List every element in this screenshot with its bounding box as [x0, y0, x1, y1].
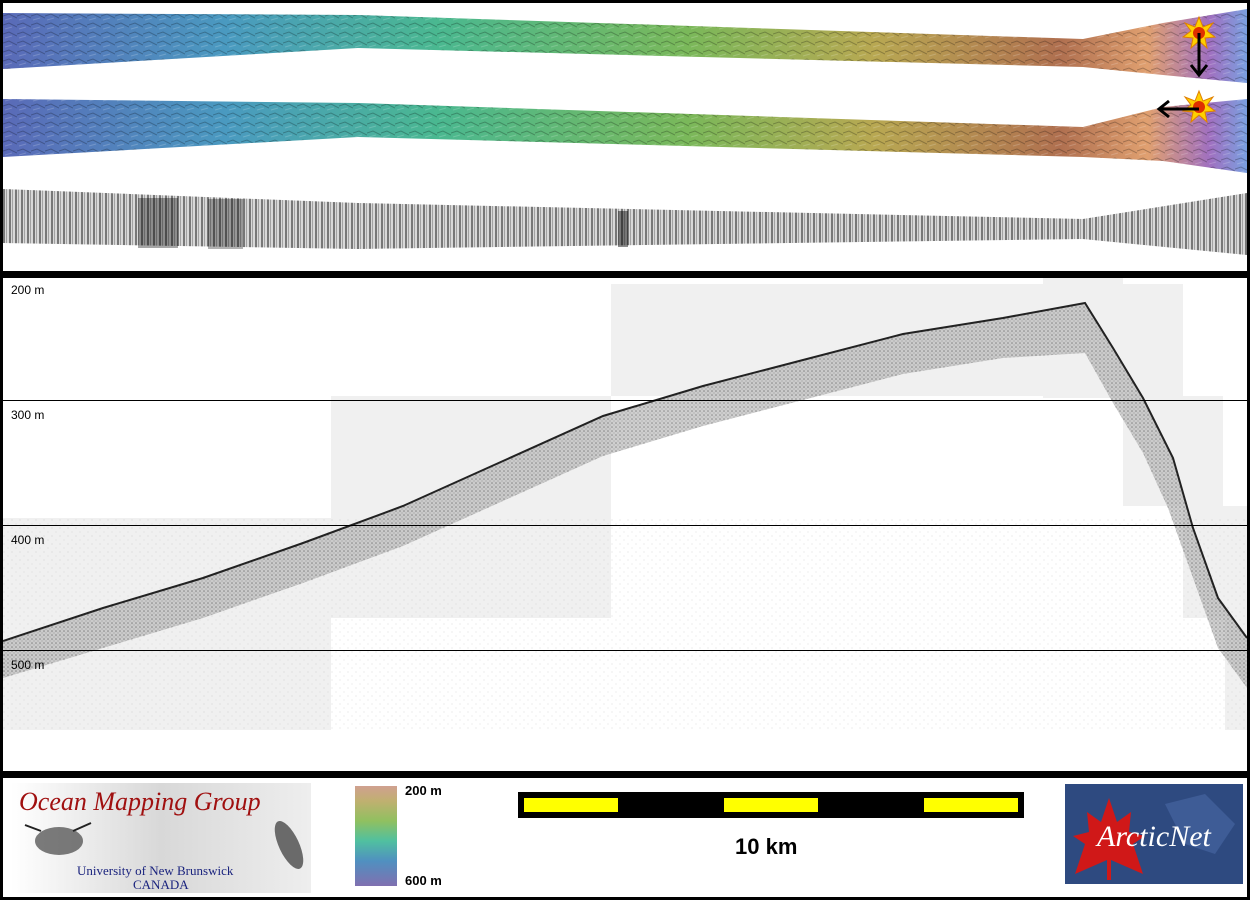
depth-label-500: 500 m [11, 658, 45, 672]
maple-leaf-icon [1073, 794, 1235, 880]
scale-bar-segment [924, 798, 1018, 812]
footer-panel: Ocean Mapping Group University of New Br… [3, 778, 1247, 897]
scale-bar-label: 10 km [735, 834, 798, 859]
omg-logo-country: CANADA [133, 877, 189, 892]
omg-logo-graphic [24, 821, 304, 869]
depth-gridline [3, 525, 1247, 526]
depth-legend-top: 200 m [405, 783, 442, 798]
omg-logo-university: University of New Brunswick [77, 863, 234, 878]
scale-bar-segment [724, 798, 818, 812]
swath-panel [3, 3, 1247, 271]
omg-logo-title: Ocean Mapping Group [19, 787, 261, 816]
depth-colorbar [355, 786, 397, 886]
arrow-down-icon [1189, 33, 1209, 78]
scale-bar [518, 792, 1024, 818]
swath-graphics [3, 9, 1247, 255]
profile-graphics [3, 278, 1247, 730]
scale-bar-segment [524, 798, 618, 812]
depth-label-400: 400 m [11, 533, 45, 547]
arcticnet-logo-text: ArcticNet [1097, 820, 1211, 853]
subbottom-profile-panel: 200 m 300 m 400 m 500 m [3, 278, 1247, 771]
depth-legend-bottom: 600 m [405, 873, 442, 888]
depth-label-300: 300 m [11, 408, 45, 422]
depth-gridline [3, 400, 1247, 401]
omg-logo: Ocean Mapping Group University of New Br… [11, 783, 311, 893]
depth-gridline [3, 650, 1247, 651]
arrow-left-icon [1156, 99, 1199, 119]
arcticnet-logo: ArcticNet [1065, 784, 1243, 884]
depth-label-200: 200 m [11, 283, 45, 297]
